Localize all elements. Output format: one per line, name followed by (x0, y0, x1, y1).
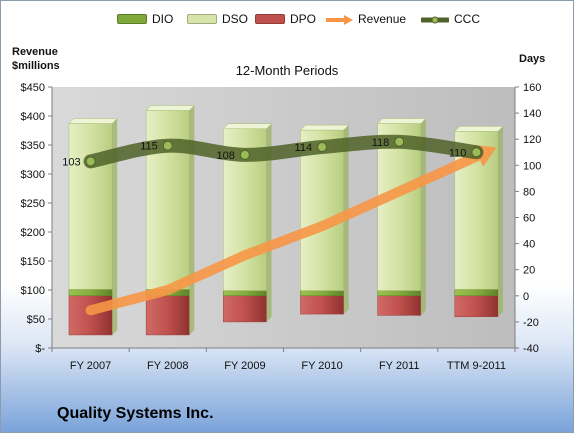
right-tick-label: -20 (523, 317, 539, 329)
bar-dso (145, 110, 190, 290)
x-tick-label: FY 2009 (224, 360, 265, 372)
legend: DIO DSO DPO Revenue CCC (0, 12, 574, 32)
right-tick-label: -40 (523, 343, 539, 355)
plot-area (52, 87, 515, 348)
bar-dio (223, 290, 267, 297)
ccc-data-label: 108 (217, 150, 235, 162)
bar-dio (68, 289, 113, 297)
bar-dso (68, 123, 113, 290)
right-tick-label: 0 (523, 291, 529, 303)
bar-dso-top (299, 124, 350, 131)
bar-side (112, 118, 118, 335)
legend-item-dio: DIO (117, 12, 173, 26)
x-tick-label: FY 2007 (70, 360, 111, 372)
bar-dpo (145, 295, 190, 336)
right-tick-label: 120 (523, 134, 541, 146)
left-axis-label: Revenue $millions (12, 45, 60, 73)
legend-swatch (187, 14, 217, 24)
bar-dpo (377, 295, 422, 316)
ccc-marker (471, 147, 482, 158)
bar-side (266, 123, 272, 322)
legend-swatch (117, 14, 147, 24)
bar-dpo (300, 295, 344, 315)
right-tick-label: 40 (523, 239, 535, 251)
left-tick-label: $350 (21, 140, 45, 152)
legend-label: CCC (454, 12, 480, 26)
left-tick-label: $250 (21, 198, 45, 210)
bar-side (420, 118, 426, 316)
left-tick-label: $50 (27, 314, 45, 326)
bar-dso (300, 129, 344, 291)
legend-swatch (419, 14, 451, 24)
ccc-marker (317, 142, 328, 153)
ccc-data-label: 118 (372, 137, 390, 149)
bar-dso-top (145, 105, 195, 111)
bar-dio (377, 290, 422, 297)
right-tick-label: 160 (523, 82, 541, 94)
right-tick-label: 20 (523, 265, 535, 277)
right-tick-label: 60 (523, 213, 535, 225)
bar-side (498, 126, 504, 317)
x-tick-label: FY 2011 (379, 360, 420, 372)
bar-dso (377, 123, 422, 291)
left-tick-label: $300 (21, 169, 45, 181)
legend-label: DIO (152, 12, 174, 26)
legend-item-revenue: Revenue (325, 12, 406, 26)
legend-label: DPO (290, 12, 317, 26)
legend-item-ccc: CCC (419, 12, 480, 26)
bar-side (189, 105, 195, 335)
company-name: Quality Systems Inc. (57, 405, 214, 422)
legend-item-dpo: DPO (255, 12, 316, 26)
x-tick-label: FY 2010 (301, 360, 342, 372)
left-tick-label: $400 (21, 111, 45, 123)
ccc-marker (394, 136, 405, 147)
x-tick-label: FY 2008 (147, 360, 188, 372)
left-tick-label: $450 (21, 82, 45, 94)
legend-swatch (255, 14, 285, 24)
right-tick-label: 140 (523, 108, 541, 120)
ccc-marker (162, 140, 173, 151)
right-axis-label: Days (519, 53, 546, 65)
left-tick-label: $150 (21, 256, 45, 268)
bar-dso-top (222, 123, 273, 130)
right-tick-label: 80 (523, 186, 535, 198)
bar-dpo (223, 295, 267, 323)
left-axis-label-line: Revenue (12, 46, 58, 58)
left-tick-label: $200 (21, 227, 45, 239)
revenue-line (85, 150, 484, 316)
ccc-marker (239, 149, 250, 160)
bar-dpo (454, 295, 499, 317)
left-tick-label: $- (35, 343, 45, 355)
ccc-marker (85, 156, 96, 167)
bar-dso-top (377, 118, 427, 124)
legend-item-dso: DSO (187, 12, 248, 26)
bar-dio (300, 290, 344, 297)
left-axis-label-line: $millions (12, 60, 60, 72)
legend-label: Revenue (358, 12, 407, 26)
ccc-data-label: 103 (62, 156, 80, 168)
ccc-line (83, 134, 484, 169)
bar-dio (454, 289, 499, 297)
right-tick-label: 100 (523, 160, 541, 172)
chart-title: 12-Month Periods (235, 63, 339, 78)
left-tick-label: $100 (21, 285, 45, 297)
legend-swatch (325, 14, 353, 25)
bar-dso-top (68, 118, 118, 124)
x-tick-label: TTM 9-2011 (447, 360, 506, 372)
ccc-data-label: 115 (140, 141, 158, 153)
ccc-data-label: 114 (295, 142, 313, 154)
ccc-data-label: 110 (449, 147, 467, 159)
legend-label: DSO (222, 12, 249, 26)
bar-dso-top (454, 126, 504, 132)
